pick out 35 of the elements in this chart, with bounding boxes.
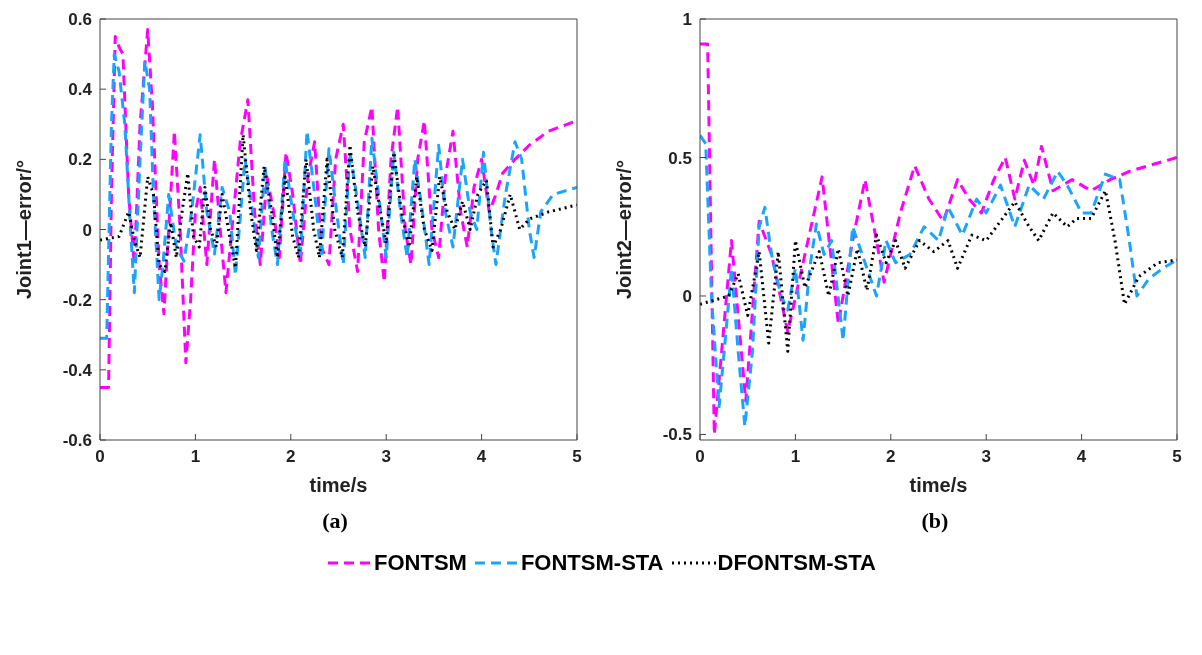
y-axis-title: Joint2—error/°	[613, 159, 636, 300]
y-tick-label: 1	[682, 10, 692, 30]
text: (a)	[321, 508, 349, 534]
y-tick-label: 0.6	[68, 10, 92, 30]
text: (b)	[920, 508, 950, 534]
y-tick-label: 0.2	[68, 150, 92, 170]
x-tick-label: 4	[1076, 447, 1087, 467]
legend-label: DFONTSM-STA	[717, 550, 876, 576]
x-tick-label: 3	[381, 447, 391, 467]
line-series	[100, 52, 577, 340]
line-series	[100, 28, 577, 389]
x-tick-label: 5	[572, 447, 582, 467]
x-axis-title: time/s	[909, 474, 968, 496]
y-tick-label: -0.5	[662, 425, 692, 445]
x-tick-label: 1	[190, 447, 201, 467]
y-tick-label: -0.4	[62, 360, 93, 380]
x-tick-label: 2	[286, 447, 296, 467]
legend-label: FONTSM-STA	[520, 550, 664, 576]
x-tick-label: 2	[886, 447, 896, 467]
y-axis-title: Joint1—error/°	[13, 159, 36, 300]
x-axis-title: time/s	[309, 474, 368, 496]
line-series	[700, 133, 1177, 428]
x-tick-label: 5	[1172, 447, 1182, 467]
legend-label: FONTSM	[374, 550, 467, 576]
x-tick-label: 0	[695, 447, 705, 467]
y-tick-label: 0	[682, 287, 692, 307]
y-tick-label: -0.6	[62, 431, 92, 451]
y-tick-label: -0.2	[62, 290, 92, 310]
x-tick-label: 4	[476, 447, 487, 467]
y-tick-label: 0.4	[68, 80, 93, 100]
line-series	[700, 42, 1177, 436]
y-tick-label: 0.5	[668, 148, 692, 168]
x-tick-label: 3	[981, 447, 991, 467]
x-tick-label: 1	[790, 447, 801, 467]
y-tick-label: 0	[82, 220, 92, 240]
